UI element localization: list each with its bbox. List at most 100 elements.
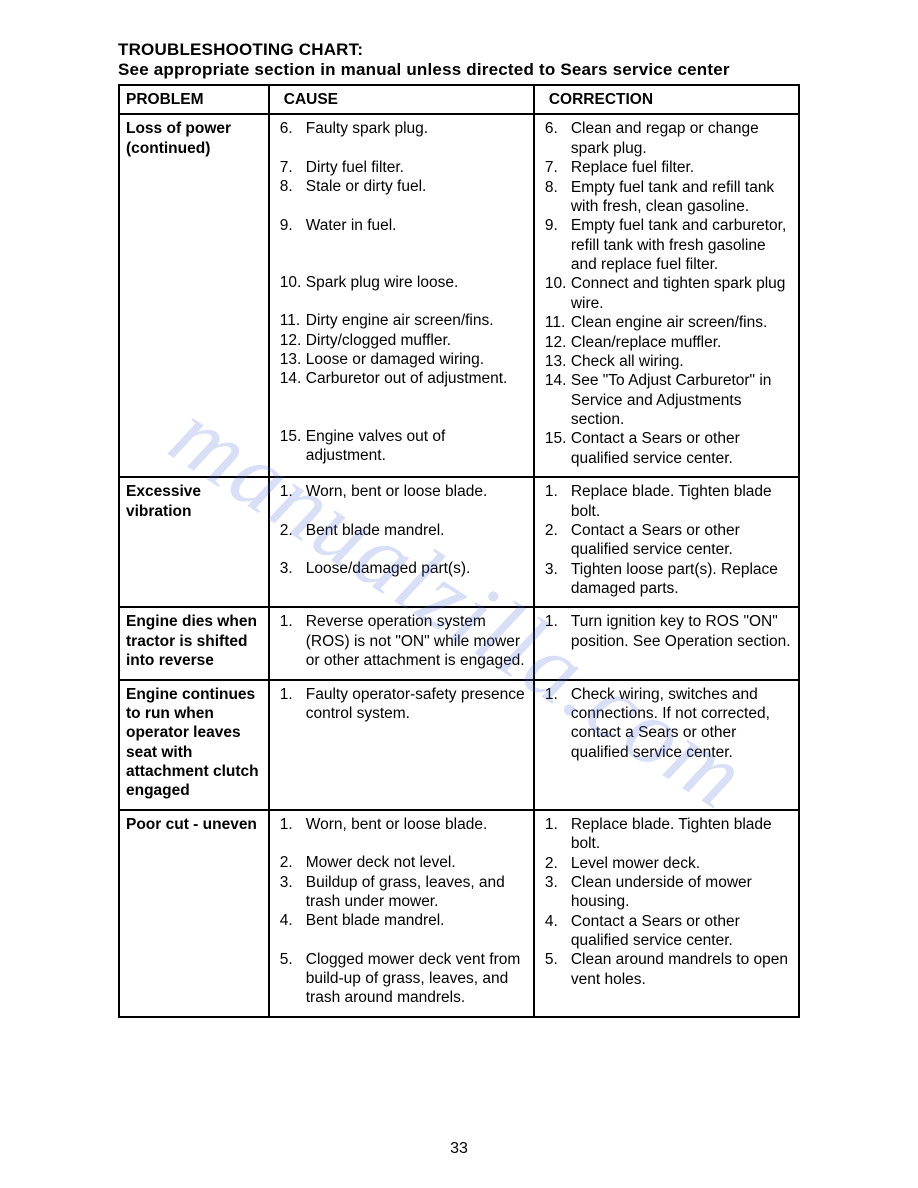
item-number: 9. [280, 216, 306, 235]
item-number: 11. [545, 313, 571, 332]
item-number: 8. [545, 178, 571, 197]
item-text: Buildup of grass, leaves, and trash unde… [306, 873, 529, 912]
item-text: Empty fuel tank and carburetor, refill t… [571, 216, 794, 274]
item-text: See "To Adjust Carburetor" in Service an… [571, 371, 794, 429]
problem-cell: Excessive vibration [119, 477, 269, 607]
item-text: Worn, bent or loose blade. [306, 482, 529, 501]
list-item: 15.Contact a Sears or other qualified se… [545, 429, 794, 468]
item-text: Stale or dirty fuel. [306, 177, 529, 196]
item-number: 13. [280, 350, 306, 369]
item-text: Contact a Sears or other qualified servi… [571, 429, 794, 468]
list-item: 6.Clean and regap or change spark plug. [545, 119, 794, 158]
list-item: 3.Clean underside of mower housing. [545, 873, 794, 912]
item-number: 14. [280, 369, 306, 388]
list-item: 7.Replace fuel filter. [545, 158, 794, 177]
list-item: 1.Replace blade. Tighten blade bolt. [545, 815, 794, 854]
problem-cell: Loss of power (continued) [119, 114, 269, 477]
correction-cell: 1.Replace blade. Tighten blade bolt.2.Co… [534, 477, 799, 607]
item-text: Worn, bent or loose blade. [306, 815, 529, 834]
table-row: Poor cut - uneven1.Worn, bent or loose b… [119, 810, 799, 1017]
item-text: Spark plug wire loose. [306, 273, 529, 292]
table-row: Engine dies when tractor is shifted into… [119, 607, 799, 679]
item-text: Dirty fuel filter. [306, 158, 529, 177]
correction-cell: 1.Replace blade. Tighten blade bolt.2.Le… [534, 810, 799, 1017]
item-number: 1. [545, 482, 571, 501]
item-text: Water in fuel. [306, 216, 529, 235]
item-number: 3. [280, 873, 306, 892]
item-number: 13. [545, 352, 571, 371]
item-text: Clean around mandrels to open vent holes… [571, 950, 794, 989]
title-block: TROUBLESHOOTING CHART: See appropriate s… [118, 40, 800, 80]
correction-cell: 1.Check wiring, switches and connections… [534, 680, 799, 810]
item-number: 7. [280, 158, 306, 177]
table-row: Loss of power (continued)6.Faulty spark … [119, 114, 799, 477]
item-number: 5. [280, 950, 306, 969]
list-item: 2.Level mower deck. [545, 854, 794, 873]
item-text: Carburetor out of adjustment. [306, 369, 529, 388]
item-text: Dirty engine air screen/fins. [306, 311, 529, 330]
item-text: Turn ignition key to ROS "ON" position. … [571, 612, 794, 651]
item-number: 8. [280, 177, 306, 196]
header-correction: CORRECTION [534, 85, 799, 114]
list-item: 9.Empty fuel tank and carburetor, refill… [545, 216, 794, 274]
item-text: Replace blade. Tighten blade bolt. [571, 482, 794, 521]
list-item: 2.Contact a Sears or other qualified ser… [545, 521, 794, 560]
item-text: Check wiring, switches and connections. … [571, 685, 794, 763]
item-text: Tighten loose part(s). Replace damaged p… [571, 560, 794, 599]
cause-cell: 6.Faulty spark plug.7.Dirty fuel filter.… [269, 114, 534, 477]
item-text: Bent blade mandrel. [306, 911, 529, 930]
item-number: 5. [545, 950, 571, 969]
list-item: 5.Clogged mower deck vent from build-up … [280, 950, 529, 1008]
item-text: Clean underside of mower housing. [571, 873, 794, 912]
item-number: 1. [280, 612, 306, 631]
item-number: 11. [280, 311, 306, 330]
item-text: Loose or damaged wiring. [306, 350, 529, 369]
item-number: 1. [545, 815, 571, 834]
list-item: 1.Turn ignition key to ROS "ON" position… [545, 612, 794, 651]
list-item: 10.Spark plug wire loose. [280, 273, 529, 292]
list-item: 11.Dirty engine air screen/fins. [280, 311, 529, 330]
problem-cell: Engine continues to run when operator le… [119, 680, 269, 810]
cause-cell: 1.Reverse operation system (ROS) is not … [269, 607, 534, 679]
list-item: 8.Empty fuel tank and refill tank with f… [545, 178, 794, 217]
item-number: 15. [545, 429, 571, 448]
list-item: 4.Bent blade mandrel. [280, 911, 529, 930]
list-item: 8.Stale or dirty fuel. [280, 177, 529, 196]
item-text: Faulty operator-safety presence control … [306, 685, 529, 724]
list-item: 1.Worn, bent or loose blade. [280, 815, 529, 834]
item-number: 3. [280, 559, 306, 578]
item-number: 2. [280, 853, 306, 872]
list-item: 2.Mower deck not level. [280, 853, 529, 872]
item-text: Bent blade mandrel. [306, 521, 529, 540]
correction-cell: 6.Clean and regap or change spark plug.7… [534, 114, 799, 477]
list-item: 12.Clean/replace muffler. [545, 333, 794, 352]
header-problem: PROBLEM [119, 85, 269, 114]
item-text: Clean engine air screen/fins. [571, 313, 794, 332]
table-row: Engine continues to run when operator le… [119, 680, 799, 810]
list-item: 9.Water in fuel. [280, 216, 529, 235]
item-number: 6. [280, 119, 306, 138]
item-number: 3. [545, 560, 571, 579]
cause-cell: 1.Faulty operator-safety presence contro… [269, 680, 534, 810]
item-number: 2. [280, 521, 306, 540]
cause-cell: 1.Worn, bent or loose blade. 2.Mower deck… [269, 810, 534, 1017]
table-row: Excessive vibration1.Worn, bent or loose… [119, 477, 799, 607]
item-text: Connect and tighten spark plug wire. [571, 274, 794, 313]
item-text: Engine valves out of adjustment. [306, 427, 529, 466]
list-item: 7.Dirty fuel filter. [280, 158, 529, 177]
list-item: 4.Contact a Sears or other qualified ser… [545, 912, 794, 951]
item-number: 1. [280, 685, 306, 704]
item-text: Contact a Sears or other qualified servi… [571, 521, 794, 560]
problem-cell: Poor cut - uneven [119, 810, 269, 1017]
page-number: 33 [0, 1140, 918, 1158]
list-item: 12.Dirty/clogged muffler. [280, 331, 529, 350]
item-number: 7. [545, 158, 571, 177]
item-text: Replace blade. Tighten blade bolt. [571, 815, 794, 854]
list-item: 1.Worn, bent or loose blade. [280, 482, 529, 501]
troubleshooting-table: PROBLEM CAUSE CORRECTION Loss of power (… [118, 84, 800, 1018]
list-item: 11.Clean engine air screen/fins. [545, 313, 794, 332]
list-item: 10.Connect and tighten spark plug wire. [545, 274, 794, 313]
item-text: Contact a Sears or other qualified servi… [571, 912, 794, 951]
item-text: Check all wiring. [571, 352, 794, 371]
item-number: 2. [545, 521, 571, 540]
